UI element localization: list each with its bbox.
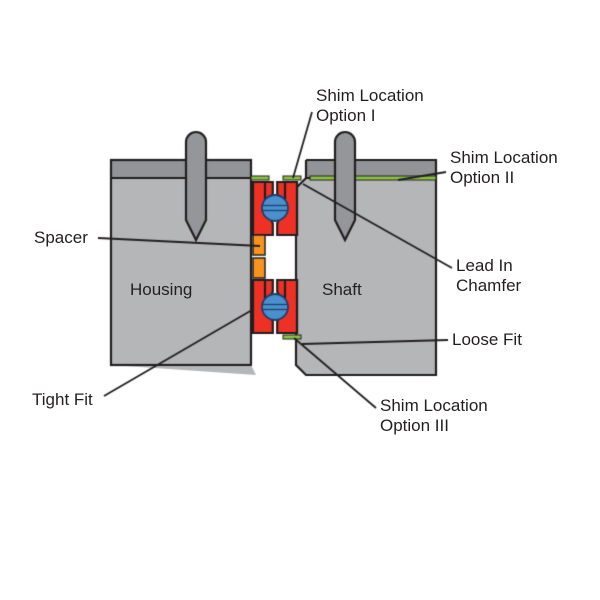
label-shim-1-line-a: Shim Location [316, 86, 424, 106]
label-shim-1-line-b: Option I [316, 106, 376, 126]
label-shim-2-line-a: Shim Location [450, 148, 558, 168]
label-tight-fit: Tight Fit [32, 390, 93, 410]
label-loose-fit: Loose Fit [452, 330, 522, 350]
label-housing: Housing [130, 280, 192, 300]
label-shim-3-line-b: Option III [380, 416, 449, 436]
bearing-diagram [0, 0, 600, 600]
label-spacer: Spacer [34, 228, 88, 248]
label-shim-3-line-a: Shim Location [380, 396, 488, 416]
label-shaft: Shaft [322, 280, 362, 300]
label-leadin-line-a: Lead In [456, 256, 513, 276]
label-leadin-line-b: Chamfer [456, 276, 521, 296]
label-shim-2-line-b: Option II [450, 168, 514, 188]
